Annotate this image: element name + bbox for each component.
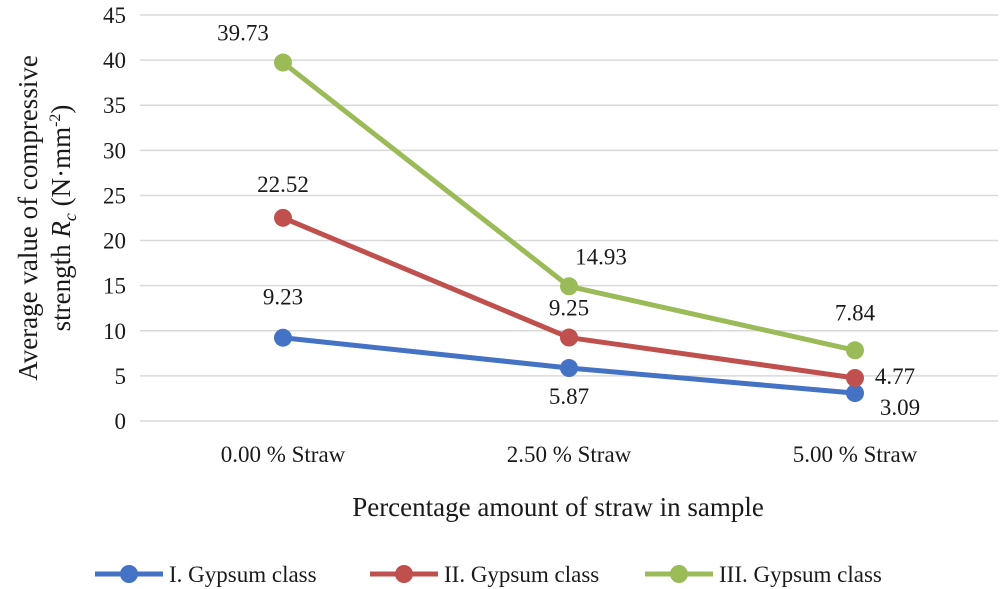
- legend-label: III. Gypsum class: [719, 562, 882, 587]
- legend-item-3: III. Gypsum class: [645, 562, 882, 587]
- data-point: [560, 328, 578, 347]
- y-axis-title-unit-open: (N·mm: [46, 127, 76, 213]
- y-tick-label: 40: [103, 48, 126, 73]
- y-axis-title: Average value of compressive: [13, 55, 43, 381]
- y-axis-title-unit-close: ): [46, 105, 76, 114]
- y-tick-label: 10: [103, 319, 126, 344]
- data-label: 4.77: [875, 364, 915, 389]
- y-tick-label: 0: [115, 409, 127, 434]
- data-point: [274, 328, 292, 347]
- x-tick-label: 0.00 % Straw: [221, 442, 346, 467]
- legend-marker: [670, 565, 688, 583]
- y-axis-title-line2: strength Rc (N·mm-2): [46, 105, 80, 332]
- y-axis-title-subscript: c: [60, 213, 80, 221]
- series-3: [274, 53, 864, 360]
- legend: I. Gypsum class II. Gypsum class III. Gyps…: [95, 562, 882, 587]
- data-label: 5.87: [549, 384, 589, 409]
- data-label: 14.93: [575, 244, 627, 269]
- series-lines: [274, 53, 864, 403]
- data-label: 39.73: [217, 21, 269, 46]
- data-point: [274, 208, 292, 227]
- data-label: 9.23: [263, 285, 303, 310]
- y-axis-title-prefix: strength: [46, 238, 76, 332]
- y-tick-label: 25: [103, 183, 126, 208]
- data-point: [846, 368, 864, 387]
- legend-label: II. Gypsum class: [444, 562, 599, 587]
- legend-label: I. Gypsum class: [169, 562, 317, 587]
- y-tick-label: 45: [103, 3, 126, 28]
- data-point: [560, 359, 578, 378]
- series-1: [274, 328, 864, 403]
- data-label: 9.25: [549, 296, 589, 321]
- y-tick-label: 35: [103, 93, 126, 118]
- y-tick-label: 15: [103, 274, 126, 299]
- legend-marker: [395, 565, 413, 583]
- x-tick-label: 2.50 % Straw: [507, 442, 632, 467]
- x-axis-title: Percentage amount of straw in sample: [352, 492, 764, 522]
- data-point: [560, 277, 578, 296]
- data-label: 22.52: [257, 172, 309, 197]
- y-tick-label: 20: [103, 229, 126, 254]
- series-2: [274, 208, 864, 387]
- y-axis-ticks: 0 5 10 15 20 25 30 35 40 45: [103, 3, 126, 434]
- y-tick-label: 5: [115, 364, 127, 389]
- data-label: 3.09: [880, 395, 920, 420]
- data-label: 7.84: [835, 300, 876, 325]
- data-point: [846, 341, 864, 360]
- y-axis-title-symbol: R: [46, 221, 76, 239]
- data-point: [274, 53, 292, 72]
- y-tick-label: 30: [103, 138, 126, 163]
- y-axis-title-superscript: -2: [47, 114, 64, 127]
- x-tick-label: 5.00 % Straw: [793, 442, 918, 467]
- legend-item-1: I. Gypsum class: [95, 562, 317, 587]
- y-axis-title-line1: Average value of compressive: [13, 55, 43, 381]
- legend-item-2: II. Gypsum class: [370, 562, 599, 587]
- legend-marker: [120, 565, 138, 583]
- data-point: [846, 384, 864, 403]
- data-labels: 9.23 5.87 3.09 22.52 9.25 4.77 39.73 14.93 7.84: [217, 21, 920, 421]
- x-axis-ticks: 0.00 % Straw 2.50 % Straw 5.00 % Straw: [221, 442, 918, 467]
